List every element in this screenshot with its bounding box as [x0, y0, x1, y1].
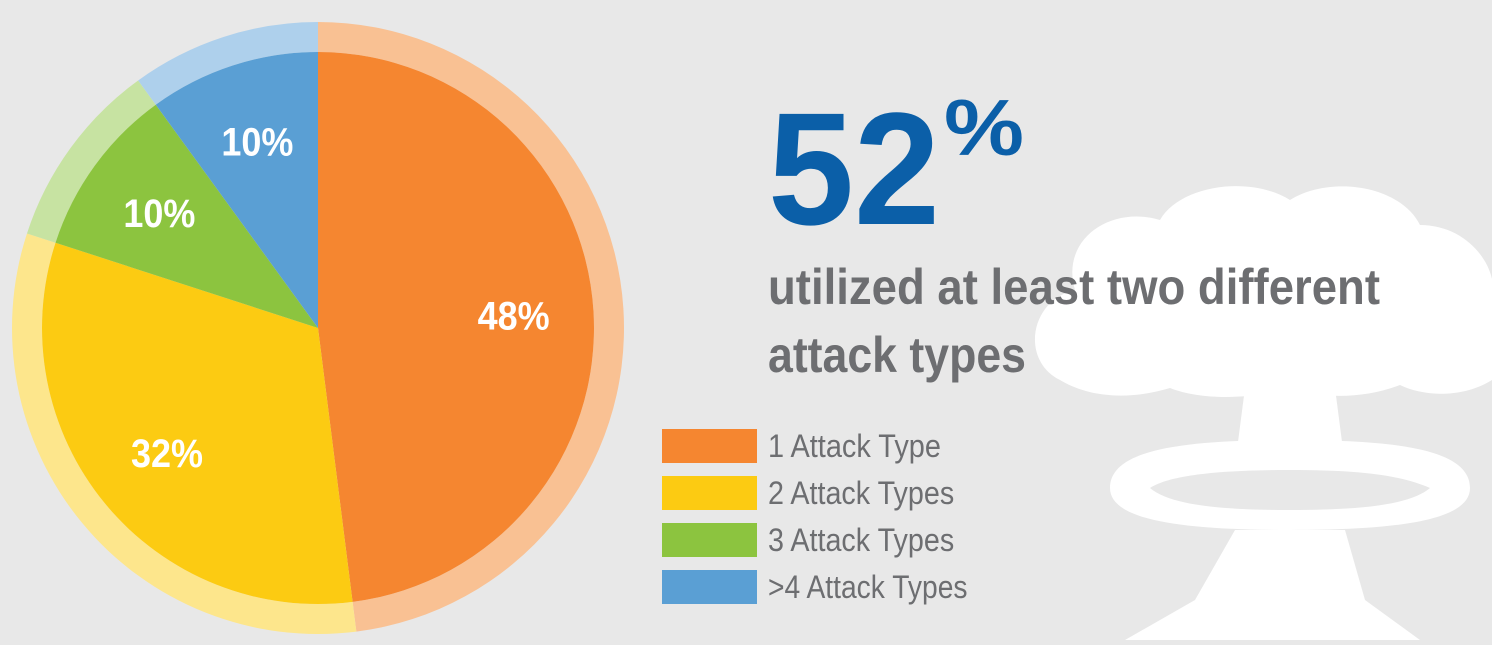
mushroom-cloud: [1035, 186, 1492, 640]
legend-label: >4 Attack Types: [768, 569, 968, 605]
legend-swatch: [662, 476, 757, 510]
pie-slice: [55, 104, 319, 329]
legend-label: 1 Attack Type: [768, 428, 941, 464]
slice-label: 48%: [478, 295, 550, 339]
cloud-cap: [1035, 186, 1492, 397]
pie-slice: [41, 242, 353, 605]
cloud-ring: [1110, 440, 1470, 530]
slice-label: 10%: [221, 121, 293, 165]
legend-label: 3 Attack Types: [768, 522, 954, 558]
legend-label: 2 Attack Types: [768, 475, 954, 511]
pie-ring-segment: [11, 233, 357, 635]
stat-unit: %: [944, 83, 1024, 172]
slice-label: 10%: [123, 192, 195, 236]
cloud-stem: [1125, 530, 1420, 640]
pie-slice: [155, 52, 318, 328]
stat-number: 52: [768, 79, 940, 258]
pie-slice: [318, 52, 595, 602]
slice-label: 32%: [131, 432, 203, 476]
pie-ring-segment: [138, 22, 318, 105]
pie-ring-segment: [318, 22, 624, 632]
legend-swatch: [662, 429, 757, 463]
pie-ring-segment: [26, 80, 156, 243]
subtitle-line: utilized at least two different: [768, 259, 1380, 315]
legend-swatch: [662, 523, 757, 557]
legend-swatch: [662, 570, 757, 604]
subtitle-line: attack types: [768, 327, 1026, 383]
